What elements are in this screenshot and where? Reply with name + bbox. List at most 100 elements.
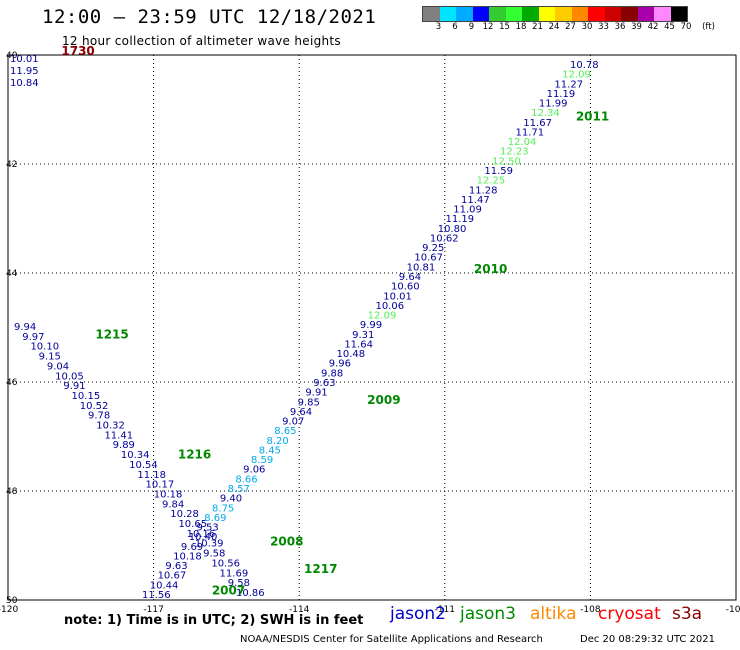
wave-height-value: 9.88 — [321, 368, 343, 379]
wave-height-value: 12.09 — [368, 311, 397, 322]
wave-height-value: 10.16 — [187, 529, 216, 540]
legend-altika: altika — [530, 604, 577, 624]
color-swatch — [670, 7, 687, 21]
lat-tick-label: 48 — [6, 487, 18, 497]
wave-height-value: 10.67 — [158, 571, 187, 582]
wave-height-value: 10.67 — [414, 253, 443, 264]
wave-height-value: 10.48 — [337, 349, 366, 360]
wave-height-value: 9.63 — [313, 378, 335, 389]
color-swatch — [571, 7, 588, 21]
wave-height-value: 8.69 — [204, 513, 226, 524]
legend-s3a: s3a — [672, 604, 703, 624]
wave-height-value: 11.64 — [344, 339, 373, 350]
wave-height-value: 10.56 — [211, 558, 240, 569]
wave-height-value: 10.06 — [375, 301, 404, 312]
wave-height-value: 9.85 — [298, 397, 320, 408]
legend-note: note: 1) Time is in UTC; 2) SWH is in fe… — [64, 613, 364, 628]
wave-height-value: 8.65 — [274, 426, 296, 437]
legend-jason2: jason2 — [390, 604, 446, 624]
wave-height-value: 11.69 — [220, 568, 249, 579]
color-scale-label: 42 — [647, 22, 659, 32]
color-scale-bar — [422, 6, 688, 22]
wave-height-value: 10.78 — [570, 60, 599, 71]
color-scale-label: 45 — [664, 22, 675, 32]
color-scale-label: 30 — [581, 22, 593, 32]
wave-height-value: 10.28 — [170, 509, 199, 520]
wave-height-value: 9.89 — [113, 440, 135, 451]
lon-tick-label: -105 — [726, 605, 740, 615]
wave-height-value: 12.09 — [562, 70, 591, 81]
wave-height-value: 11.47 — [461, 195, 490, 206]
color-scale-label: 3 — [435, 22, 442, 32]
wave-height-value: 10.10 — [30, 342, 59, 353]
wave-height-value: 9.06 — [243, 465, 265, 476]
color-scale-labels: 3 6 9 12 15 18 21 24 27 30 33 36 39 42 45 70 (ft) — [422, 22, 740, 34]
wave-height-value: 11.67 — [523, 118, 552, 129]
pass-time-label: 1730 — [61, 44, 94, 58]
color-scale-label: 18 — [515, 22, 527, 32]
wave-height-value: 11.99 — [539, 99, 568, 110]
wave-height-value: 9.96 — [329, 359, 351, 370]
pass-time-label: 2011 — [576, 109, 609, 123]
color-swatch — [654, 7, 671, 21]
color-swatch — [621, 7, 638, 21]
footer-timestamp: Dec 20 08:29:32 UTC 2021 — [580, 634, 715, 645]
wave-height-value: 10.60 — [391, 282, 420, 293]
wave-height-value: 9.64 — [399, 272, 421, 283]
color-scale-label: 6 — [452, 22, 458, 32]
color-scale-label: 33 — [598, 22, 609, 32]
legend-cryosat: cryosat — [598, 604, 661, 624]
wave-height-value: 10.01 — [383, 291, 412, 302]
wave-height-value: 8.45 — [259, 445, 281, 456]
wave-height-value: 11.09 — [453, 205, 482, 216]
wave-height-value: 11.56 — [142, 590, 171, 601]
wave-height-value: 10.17 — [146, 480, 175, 491]
wave-height-value: 10.01 — [10, 54, 39, 65]
wave-height-value: 10.05 — [55, 371, 84, 382]
lon-tick-label: -111 — [435, 605, 455, 615]
wave-height-value: 10.40 — [189, 532, 218, 543]
wave-height-value: 11.41 — [104, 430, 133, 441]
lon-tick-label: -120 — [0, 605, 18, 615]
color-swatch — [472, 7, 489, 21]
color-swatch — [604, 7, 621, 21]
pass-time-label: 1217 — [304, 562, 337, 576]
color-scale-label: (ft) — [702, 22, 715, 32]
color-scale-label: 70 — [680, 22, 692, 32]
wave-height-value: 8.59 — [251, 455, 273, 466]
pass-time-label: 2007 — [212, 584, 245, 598]
wave-height-value: 10.39 — [195, 539, 224, 550]
lat-tick-label: 42 — [6, 160, 17, 170]
pass-time-label: 1216 — [178, 447, 211, 461]
wave-height-value: 9.53 — [196, 523, 218, 534]
wave-height-value: 12.50 — [492, 156, 521, 167]
color-swatch — [489, 7, 506, 21]
wave-height-value: 9.25 — [422, 243, 444, 254]
wave-height-value: 10.84 — [10, 78, 39, 89]
lon-tick-label: -114 — [289, 605, 310, 615]
wave-height-value: 9.91 — [305, 388, 327, 399]
color-swatch — [505, 7, 522, 21]
wave-height-value: 10.34 — [121, 450, 150, 461]
wave-height-value: 9.99 — [360, 320, 382, 331]
page-subtitle: 12 hour collection of altimeter wave hei… — [62, 34, 341, 48]
wave-height-value: 12.34 — [531, 108, 560, 119]
lon-tick-label: -108 — [580, 605, 601, 615]
color-swatch — [439, 7, 456, 21]
wave-height-value: 11.59 — [484, 166, 513, 177]
wave-height-value: 8.20 — [267, 436, 289, 447]
wave-height-value: 10.62 — [430, 233, 459, 244]
wave-height-value: 9.78 — [88, 411, 110, 422]
color-swatch — [588, 7, 605, 21]
color-scale-label: 21 — [532, 22, 543, 32]
wave-height-value: 10.86 — [236, 588, 265, 599]
footer-credit: NOAA/NESDIS Center for Satellite Applica… — [240, 634, 543, 645]
wave-height-value: 9.94 — [14, 322, 36, 333]
color-swatch — [637, 7, 654, 21]
color-scale-label: 39 — [631, 22, 642, 32]
wave-height-value: 9.63 — [165, 561, 187, 572]
wave-height-value: 9.69 — [181, 542, 203, 553]
lat-tick-label: 46 — [6, 378, 18, 388]
wave-height-value: 10.54 — [129, 460, 158, 471]
wave-height-value: 10.80 — [438, 224, 467, 235]
